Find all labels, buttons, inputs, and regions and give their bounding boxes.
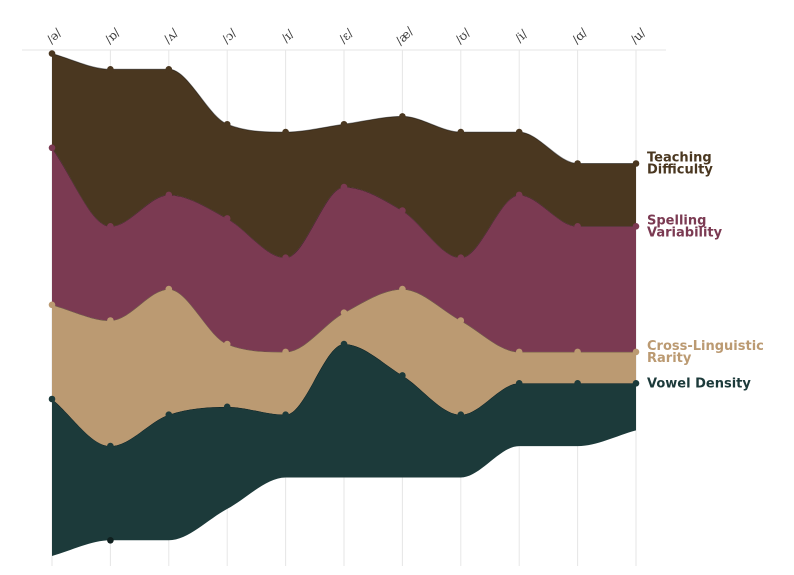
data-point [632,380,640,387]
x-tick-label: /u/ [627,25,649,47]
data-point [515,380,523,387]
data-point [48,144,56,152]
series-label: Vowel Density [647,376,751,391]
data-point [340,120,348,128]
data-point [282,254,289,261]
data-point [340,183,348,191]
x-tick-label: /ɔ/ [219,25,240,46]
series-label: Difficulty [647,163,713,178]
data-point [223,403,231,411]
x-axis-ticks: /ə/ /ɒ/ /ʌ/ /ɔ/ /ɪ/ /ɛ/ /æ/ /ʊ/ /i/ /ɑ/ /u/ [44,24,650,48]
x-tick-label: /ə/ [44,25,65,46]
data-point [282,348,289,356]
x-tick-label: /ɛ/ [336,25,357,46]
data-point [48,301,56,309]
data-point [515,191,523,199]
data-point [107,537,114,544]
x-tick-label: /ʊ/ [452,25,474,47]
data-point [48,50,56,57]
data-point [515,348,523,356]
data-point [340,309,348,316]
x-tick-label: /ɑ/ [569,25,591,47]
data-point [165,285,173,293]
series-label: Cross-Linguistic [647,339,764,354]
x-tick-label: /ɪ/ [278,26,297,45]
data-point [107,317,114,324]
data-point [165,66,173,73]
data-point [107,442,114,450]
data-point [223,340,231,348]
data-point [574,160,581,167]
data-point [223,120,231,128]
data-point [399,285,406,293]
data-point [282,411,289,419]
stream-layers [51,53,636,556]
data-point [457,411,465,419]
data-point [457,254,465,261]
x-tick-label: /ɒ/ [102,25,124,47]
stream-layer [52,53,636,258]
data-point [574,223,581,230]
data-point [399,113,406,120]
data-point [457,317,465,324]
stream-layer [52,147,636,352]
data-point [165,191,173,199]
data-point [340,340,348,348]
data-points [48,50,640,544]
stream-layer [52,289,636,447]
data-point [107,66,114,73]
data-point [399,372,406,379]
data-point [574,348,581,356]
series-label: Spelling [647,213,706,228]
data-point [399,207,406,214]
data-point [48,395,56,403]
data-point [632,223,640,230]
x-tick-label: /ʌ/ [161,25,182,46]
data-point [165,411,173,419]
data-point [515,128,523,136]
x-tick-label: /æ/ [393,24,417,48]
data-point [282,128,289,136]
data-point [574,380,581,387]
series-label: Rarity [647,351,692,366]
series-label: Variability [647,225,723,240]
data-point [223,215,231,222]
data-point [632,160,640,167]
data-point [107,223,114,230]
series-label: Teaching [647,151,712,166]
data-point [632,348,640,356]
x-tick-label: /i/ [512,26,531,45]
stream-layer [52,344,636,556]
data-point [457,128,465,136]
